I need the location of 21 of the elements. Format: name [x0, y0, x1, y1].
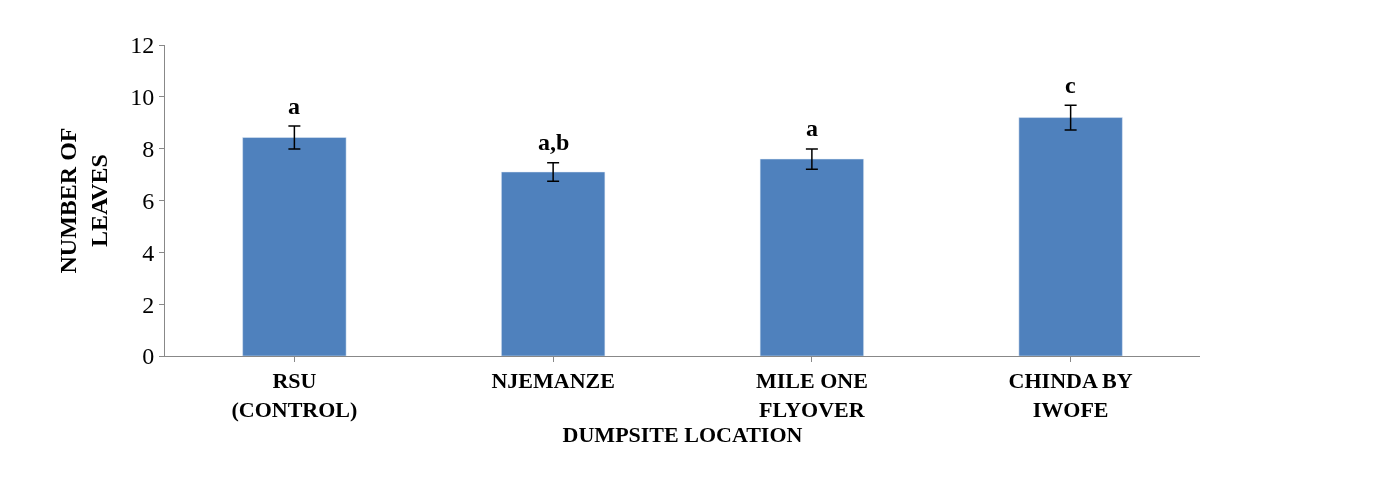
annotation: a	[806, 115, 818, 141]
bar	[501, 171, 606, 356]
bar	[242, 137, 347, 356]
y-tick-label: 8	[142, 136, 155, 163]
y-tick-label: 2	[142, 291, 155, 318]
y-tick-label: 4	[142, 239, 155, 266]
x-tick-label: MILE ONE FLYOVER	[755, 368, 868, 422]
annotation: a,b	[538, 129, 570, 155]
x-axis-title: DUMPSITE LOCATION	[562, 422, 803, 447]
y-tick-label: 10	[130, 84, 155, 111]
bar	[1018, 117, 1123, 356]
x-tick-label: CHINDA BY IWOFE	[1008, 368, 1133, 422]
x-tick-label: RSU (CONTROL)	[231, 368, 358, 422]
x-tick-label: NJEMANZE	[491, 368, 615, 394]
y-tick-label: 6	[142, 187, 155, 214]
y-tick-label: 12	[130, 32, 155, 59]
y-tick-label: 0	[142, 343, 155, 370]
annotation: c	[1065, 72, 1076, 98]
y-axis-title: NUMBER OF LEAVES	[55, 127, 113, 274]
bar	[759, 158, 864, 356]
annotation: a	[288, 93, 300, 119]
